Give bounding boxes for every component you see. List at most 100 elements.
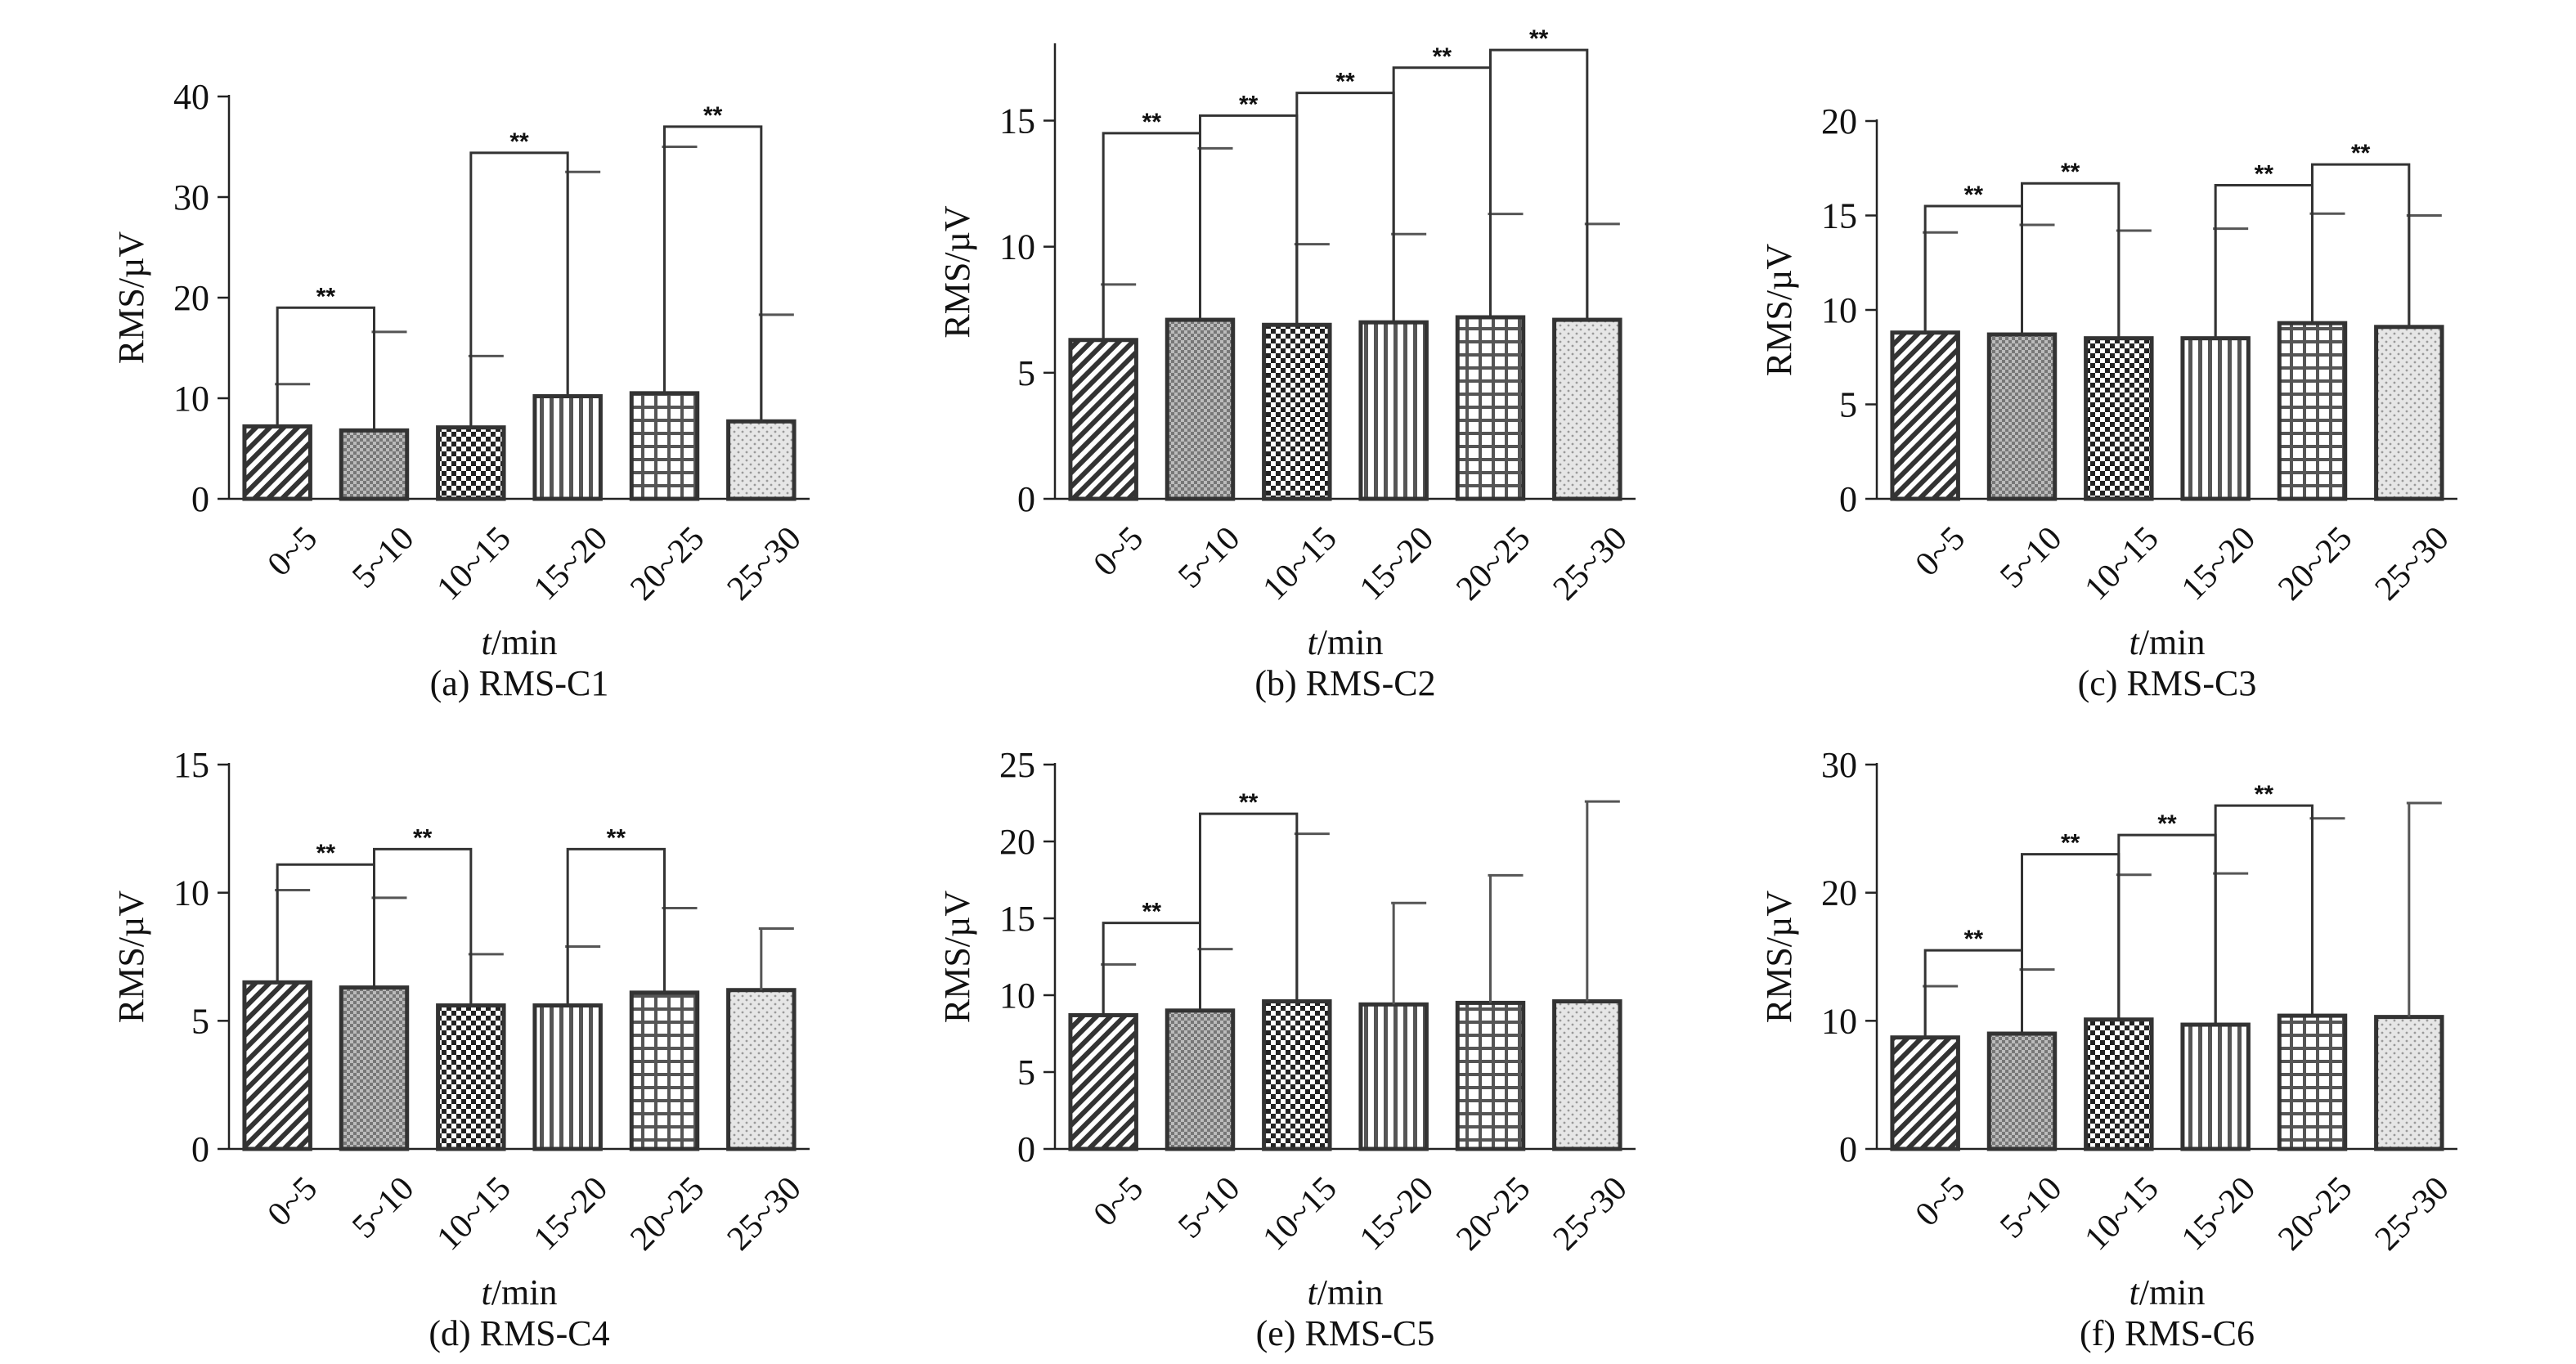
chart-panel-d: 0 5 10 15 RMS/µV ** ** ** 0~5 5~10 10~15 15~20 20~25… [111, 745, 810, 1353]
y-tick-label: 10 [1821, 1001, 1857, 1041]
significance-bracket [1295, 92, 1395, 325]
x-tick-label: 5~10 [345, 519, 421, 595]
significance-label: ** [2061, 159, 2080, 186]
y-tick-label: 0 [1017, 1129, 1035, 1169]
x-tick-label: 25~30 [2368, 1169, 2457, 1258]
x-tick-label: 15~20 [1353, 1169, 1441, 1258]
significance-bracket [2021, 182, 2120, 339]
bar [726, 419, 797, 501]
significance-bracket [1923, 949, 2023, 1038]
significance-bracket [2214, 184, 2313, 339]
significance-bracket [276, 306, 375, 431]
bar [1890, 330, 1960, 501]
x-axis-label: t/min [2129, 1272, 2206, 1312]
y-axis-label: RMS/µV [111, 891, 151, 1024]
significance-bracket [1199, 812, 1299, 1011]
x-tick-label: 5~10 [345, 1169, 421, 1245]
bar [1358, 1002, 1429, 1151]
panel-caption: (e) RMS-C5 [1256, 1313, 1435, 1353]
y-tick-label: 0 [1017, 479, 1035, 519]
y-tick-label: 10 [173, 873, 209, 913]
x-axis-label: t/min [482, 622, 558, 662]
x-tick-label: 0~5 [1087, 1169, 1151, 1233]
x-axis-label-unit: /min [2139, 622, 2206, 662]
y-tick-label: 20 [1821, 101, 1857, 141]
bar [1455, 315, 1526, 501]
y-axis-label: RMS/µV [1759, 891, 1799, 1024]
x-tick-label: 20~25 [623, 519, 711, 608]
y-tick-label: 10 [1821, 290, 1857, 330]
x-axis-label: t/min [1308, 1272, 1384, 1312]
x-tick-label: 15~20 [2174, 1169, 2263, 1258]
x-tick-label: 5~10 [1993, 1169, 2069, 1245]
bar [1986, 1031, 2058, 1151]
y-tick-label: 20 [1821, 873, 1857, 913]
bar [2277, 321, 2348, 501]
x-tick-label: 15~20 [2174, 519, 2263, 608]
significance-bracket [2311, 163, 2411, 327]
significance-label: ** [509, 128, 529, 155]
x-axis-label-variable: t [482, 1272, 493, 1312]
x-tick-label: 15~20 [527, 1169, 615, 1258]
significance-bracket [2021, 853, 2120, 1034]
x-axis-label-variable: t [2129, 622, 2141, 662]
bar [339, 985, 410, 1151]
x-axis-label: t/min [1308, 622, 1384, 662]
y-tick-label: 40 [173, 77, 209, 117]
significance-label: ** [413, 824, 433, 851]
x-tick-label: 10~15 [2078, 1169, 2166, 1258]
significance-bracket [1102, 132, 1201, 340]
y-tick-label: 10 [173, 379, 209, 419]
x-tick-label: 25~30 [2368, 519, 2457, 608]
bar [1068, 338, 1138, 501]
x-tick-label: 5~10 [1171, 1169, 1247, 1245]
y-tick-label: 0 [1839, 479, 1857, 519]
x-tick-label: 15~20 [1353, 519, 1441, 608]
x-axis-label-variable: t [1308, 1272, 1319, 1312]
significance-label: ** [1529, 25, 1549, 52]
significance-label: ** [1142, 109, 1162, 136]
significance-label: ** [2255, 781, 2274, 808]
x-tick-label: 0~5 [1909, 1169, 1972, 1233]
significance-label: ** [2255, 161, 2274, 188]
x-tick-label: 20~25 [2271, 519, 2359, 608]
y-tick-label: 10 [999, 227, 1035, 267]
x-tick-label: 25~30 [1546, 519, 1635, 608]
x-axis-label-variable: t [2129, 1272, 2141, 1312]
bar [2374, 325, 2444, 501]
significance-bracket [566, 847, 666, 1006]
bar [242, 980, 312, 1151]
bar [1165, 1008, 1236, 1151]
bar [1552, 317, 1622, 501]
significance-bracket [373, 847, 473, 1006]
bar [1890, 1035, 1960, 1151]
bar [629, 391, 700, 501]
panel-caption: (c) RMS-C3 [2078, 663, 2257, 703]
significance-label: ** [2157, 810, 2177, 837]
bar [1986, 332, 2058, 501]
bar [2180, 336, 2251, 501]
significance-label: ** [703, 102, 723, 129]
bar [436, 1003, 506, 1151]
x-axis-label-variable: t [482, 622, 493, 662]
x-axis-label-unit: /min [491, 622, 558, 662]
y-tick-label: 25 [999, 745, 1035, 785]
bar [1262, 999, 1332, 1151]
x-axis-label-unit: /min [2139, 1272, 2206, 1312]
y-tick-label: 5 [1017, 1052, 1035, 1093]
y-tick-label: 10 [999, 976, 1035, 1016]
panel-caption: (b) RMS-C2 [1254, 663, 1435, 703]
y-tick-label: 30 [1821, 745, 1857, 785]
significance-label: ** [607, 824, 626, 851]
x-tick-label: 0~5 [1087, 519, 1151, 583]
x-tick-label: 20~25 [2271, 1169, 2359, 1258]
bar [436, 425, 506, 501]
x-tick-label: 0~5 [261, 1169, 325, 1233]
y-axis-label: RMS/µV [111, 231, 151, 365]
y-tick-label: 5 [1839, 385, 1857, 425]
y-tick-label: 15 [173, 745, 209, 785]
significance-label: ** [1239, 91, 1259, 118]
bar [1455, 1000, 1526, 1151]
